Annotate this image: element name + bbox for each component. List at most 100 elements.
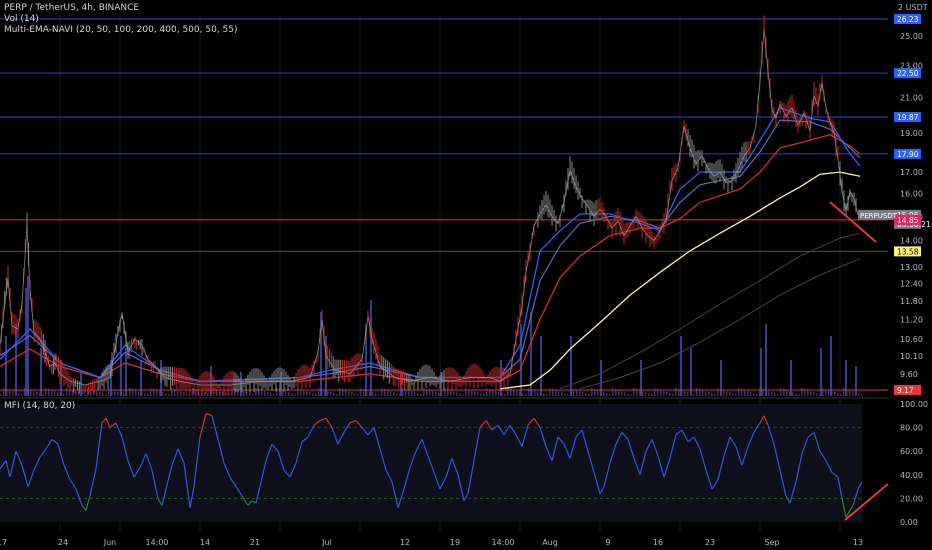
volume-bar xyxy=(21,394,23,396)
volume-bar xyxy=(48,389,50,396)
volume-bar xyxy=(126,394,128,396)
mfi-segment xyxy=(193,436,201,487)
volume-bar xyxy=(837,393,839,396)
mfi-segment xyxy=(57,443,65,466)
time-tick-label: 17 xyxy=(0,538,7,547)
volume-bar xyxy=(291,393,293,396)
volume-indicator-label[interactable]: Vol (14) xyxy=(4,14,39,24)
volume-bar xyxy=(5,336,7,396)
currency-label[interactable]: 2 USDT xyxy=(898,3,928,12)
volume-bar xyxy=(396,393,398,396)
mfi-segment xyxy=(367,427,375,436)
ema-indicator-label[interactable]: Multi-EMA-NAVI (20, 50, 100, 200, 400, 5… xyxy=(4,25,238,35)
volume-bar xyxy=(264,391,266,396)
volume-bar xyxy=(777,394,779,396)
volume-bar xyxy=(771,392,773,396)
volume-bar xyxy=(534,390,536,396)
mfi-legend[interactable]: MFI (14, 80, 20) xyxy=(4,401,76,411)
volume-bar xyxy=(570,388,572,396)
mfi-segment xyxy=(15,450,23,466)
volume-bar xyxy=(471,390,473,396)
mfi-segment xyxy=(527,417,535,426)
volume-bar xyxy=(564,393,566,396)
volume-bar xyxy=(369,391,371,396)
mfi-segment xyxy=(355,420,363,428)
mfi-segment xyxy=(687,436,695,443)
mfi-segment xyxy=(837,477,843,499)
volume-bar xyxy=(792,392,794,396)
mfi-segment xyxy=(247,500,253,506)
volume-bar xyxy=(195,389,197,396)
mfi-segment xyxy=(853,488,859,504)
price-tick-label: 13.00 xyxy=(900,263,923,272)
mfi-segment xyxy=(831,471,839,478)
volume-bar xyxy=(93,390,95,396)
mfi-segment xyxy=(763,415,769,426)
volume-bar xyxy=(747,391,749,396)
volume-bar xyxy=(684,391,686,396)
volume-bar xyxy=(660,390,662,396)
volume-bar xyxy=(168,394,170,396)
mfi-segment xyxy=(177,448,185,464)
volume-bar xyxy=(495,391,497,396)
mfi-segment xyxy=(615,432,623,445)
volume-bar xyxy=(789,391,791,396)
volume-bar xyxy=(24,388,26,396)
volume-bar xyxy=(750,392,752,396)
volume-bar xyxy=(459,393,461,396)
volume-bar xyxy=(640,360,642,396)
mfi-segment xyxy=(545,446,553,461)
volume-bar xyxy=(675,388,677,396)
volume-bar xyxy=(320,312,322,396)
volume-bar xyxy=(462,394,464,396)
volume-bar xyxy=(705,391,707,396)
volume-bar xyxy=(186,393,188,396)
mfi-segment xyxy=(711,479,719,490)
mfi-segment xyxy=(199,413,207,438)
mfi-segment xyxy=(779,469,787,497)
ema-line-blue xyxy=(0,119,861,382)
volume-bar xyxy=(387,390,389,396)
mfi-segment xyxy=(271,443,279,452)
volume-bar xyxy=(690,348,692,396)
volume-bar xyxy=(441,394,443,396)
volume-bar xyxy=(171,388,173,396)
mfi-segment xyxy=(807,431,815,438)
volume-bar xyxy=(627,393,629,396)
mfi-segment xyxy=(509,424,517,436)
volume-bar xyxy=(600,360,602,396)
volume-bar xyxy=(366,390,368,396)
volume-bar xyxy=(309,392,311,396)
volume-bar xyxy=(324,390,326,396)
volume-bar xyxy=(756,394,758,396)
price-badge-label: 13.58 xyxy=(897,247,919,256)
mfi-segment xyxy=(705,469,713,490)
volume-bar xyxy=(198,390,200,396)
volume-bar xyxy=(530,312,532,396)
symbol-line[interactable]: PERP / TetherUS, 4h, BINANCE xyxy=(4,3,140,13)
mfi-segment xyxy=(491,424,499,431)
mfi-segment xyxy=(759,415,765,424)
volume-bar xyxy=(597,390,599,396)
volume-bar xyxy=(60,360,62,396)
volume-bar xyxy=(600,391,602,396)
volume-bar xyxy=(804,389,806,396)
volume-bar xyxy=(783,389,785,396)
time-axis-background xyxy=(0,534,888,550)
volume-bar xyxy=(150,388,152,396)
mfi-segment xyxy=(627,439,635,459)
volume-bar xyxy=(69,389,71,396)
mfi-segment xyxy=(813,432,821,452)
volume-bar xyxy=(426,389,428,396)
volume-bar xyxy=(669,393,671,396)
mfi-segment xyxy=(9,451,17,478)
volume-bar xyxy=(765,324,767,396)
price-badge-label: 9.17 xyxy=(897,386,914,395)
mfi-segment xyxy=(189,486,195,508)
volume-bar xyxy=(603,392,605,396)
volume-bar xyxy=(576,390,578,396)
volume-bar xyxy=(303,390,305,396)
mfi-tick-label: 100.00 xyxy=(900,400,928,409)
volume-bar xyxy=(276,388,278,396)
